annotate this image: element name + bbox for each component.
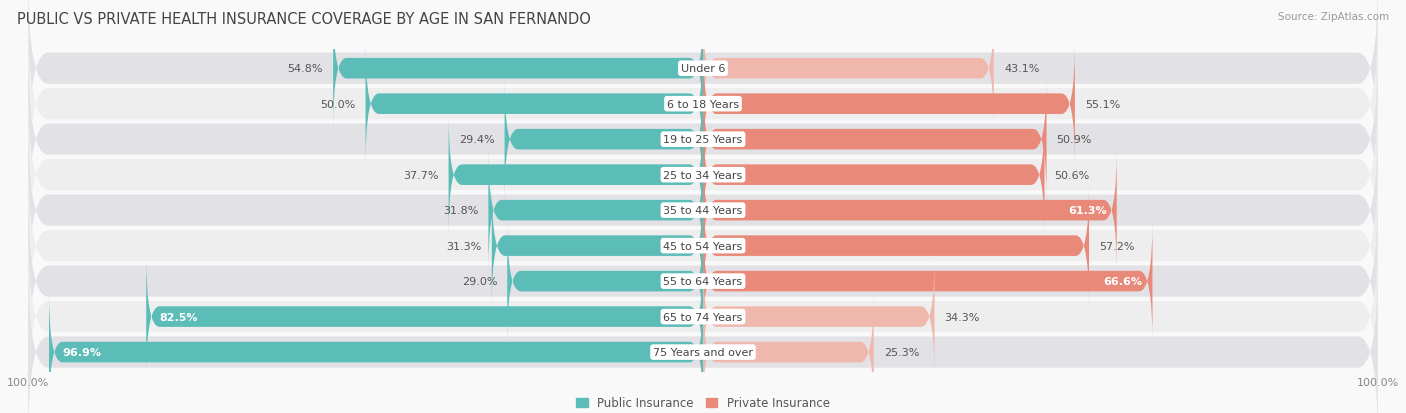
- Text: Source: ZipAtlas.com: Source: ZipAtlas.com: [1278, 12, 1389, 22]
- Text: 6 to 18 Years: 6 to 18 Years: [666, 100, 740, 109]
- FancyBboxPatch shape: [703, 44, 1074, 165]
- FancyBboxPatch shape: [28, 261, 1378, 413]
- FancyBboxPatch shape: [28, 85, 1378, 266]
- FancyBboxPatch shape: [333, 9, 703, 130]
- Text: 65 to 74 Years: 65 to 74 Years: [664, 312, 742, 322]
- Text: 50.9%: 50.9%: [1057, 135, 1092, 145]
- FancyBboxPatch shape: [146, 256, 703, 377]
- Text: 43.1%: 43.1%: [1004, 64, 1039, 74]
- FancyBboxPatch shape: [703, 115, 1045, 236]
- Text: 75 Years and over: 75 Years and over: [652, 347, 754, 357]
- FancyBboxPatch shape: [703, 221, 1153, 342]
- FancyBboxPatch shape: [28, 191, 1378, 372]
- FancyBboxPatch shape: [703, 150, 1116, 271]
- FancyBboxPatch shape: [488, 150, 703, 271]
- Text: 25.3%: 25.3%: [884, 347, 920, 357]
- FancyBboxPatch shape: [703, 256, 935, 377]
- Text: 25 to 34 Years: 25 to 34 Years: [664, 170, 742, 180]
- Text: 19 to 25 Years: 19 to 25 Years: [664, 135, 742, 145]
- FancyBboxPatch shape: [508, 221, 703, 342]
- Text: 34.3%: 34.3%: [945, 312, 980, 322]
- FancyBboxPatch shape: [28, 14, 1378, 195]
- FancyBboxPatch shape: [366, 44, 703, 165]
- Legend: Public Insurance, Private Insurance: Public Insurance, Private Insurance: [571, 392, 835, 413]
- Text: 35 to 44 Years: 35 to 44 Years: [664, 206, 742, 216]
- FancyBboxPatch shape: [703, 185, 1090, 306]
- FancyBboxPatch shape: [28, 49, 1378, 230]
- Text: 55.1%: 55.1%: [1085, 100, 1121, 109]
- Text: 66.6%: 66.6%: [1104, 276, 1142, 287]
- FancyBboxPatch shape: [28, 0, 1378, 160]
- Text: 50.6%: 50.6%: [1054, 170, 1090, 180]
- FancyBboxPatch shape: [505, 79, 703, 200]
- Text: 50.0%: 50.0%: [321, 100, 356, 109]
- Text: 45 to 54 Years: 45 to 54 Years: [664, 241, 742, 251]
- FancyBboxPatch shape: [703, 79, 1046, 200]
- Text: 29.4%: 29.4%: [458, 135, 495, 145]
- FancyBboxPatch shape: [28, 155, 1378, 337]
- Text: 57.2%: 57.2%: [1099, 241, 1135, 251]
- Text: 54.8%: 54.8%: [288, 64, 323, 74]
- FancyBboxPatch shape: [28, 226, 1378, 408]
- Text: 82.5%: 82.5%: [160, 312, 198, 322]
- Text: 55 to 64 Years: 55 to 64 Years: [664, 276, 742, 287]
- FancyBboxPatch shape: [449, 115, 703, 236]
- Text: Under 6: Under 6: [681, 64, 725, 74]
- Text: 96.9%: 96.9%: [62, 347, 101, 357]
- FancyBboxPatch shape: [49, 292, 703, 413]
- Text: 37.7%: 37.7%: [404, 170, 439, 180]
- FancyBboxPatch shape: [492, 185, 703, 306]
- FancyBboxPatch shape: [28, 120, 1378, 301]
- FancyBboxPatch shape: [703, 292, 873, 413]
- Text: PUBLIC VS PRIVATE HEALTH INSURANCE COVERAGE BY AGE IN SAN FERNANDO: PUBLIC VS PRIVATE HEALTH INSURANCE COVER…: [17, 12, 591, 27]
- Text: 31.8%: 31.8%: [443, 206, 478, 216]
- Text: 61.3%: 61.3%: [1069, 206, 1107, 216]
- Text: 29.0%: 29.0%: [461, 276, 498, 287]
- FancyBboxPatch shape: [703, 9, 994, 130]
- Text: 31.3%: 31.3%: [446, 241, 482, 251]
